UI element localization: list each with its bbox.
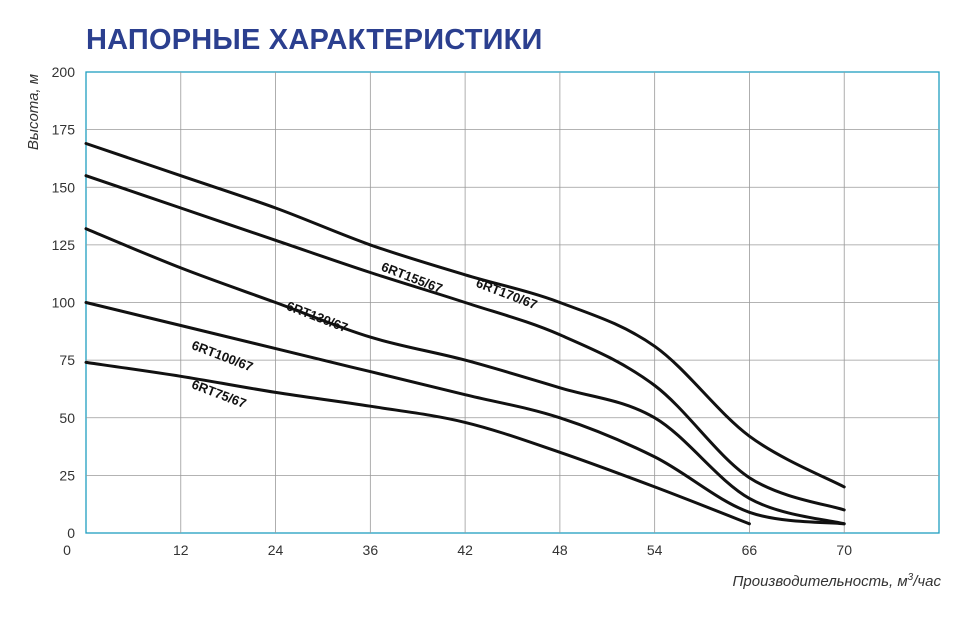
- x-tick-label: 70: [836, 542, 852, 558]
- x-tick-label: 0: [63, 542, 71, 558]
- y-tick-label: 25: [59, 467, 75, 483]
- y-tick-label: 125: [52, 237, 76, 253]
- y-tick-label: 200: [52, 64, 76, 80]
- x-tick-label: 66: [742, 542, 758, 558]
- x-axis-label-sup: 3: [908, 572, 914, 583]
- y-tick-label: 50: [59, 410, 75, 426]
- x-axis-label: Производительность, м3/час: [733, 572, 942, 590]
- x-tick-label: 24: [268, 542, 284, 558]
- gridlines: [86, 72, 939, 533]
- series-line: [84, 227, 846, 526]
- y-tick-label: 75: [59, 352, 75, 368]
- x-axis-label-suffix: /час: [912, 573, 941, 590]
- series-line: [84, 174, 846, 512]
- y-tick-label: 175: [52, 122, 76, 138]
- y-tick-label: 150: [52, 179, 76, 195]
- x-tick-label: 42: [457, 542, 473, 558]
- x-tick-label: 48: [552, 542, 568, 558]
- series-line: [84, 360, 751, 526]
- x-tick-label: 54: [647, 542, 663, 558]
- x-tick-label: 36: [363, 542, 379, 558]
- series-lines: [84, 142, 846, 526]
- y-tick-label: 100: [52, 295, 76, 311]
- x-tick-label: 12: [173, 542, 189, 558]
- y-axis-label: Высота, м: [25, 74, 42, 150]
- x-axis-label-main: Производительность, м: [733, 573, 908, 590]
- series-line: [84, 142, 846, 489]
- chart-title: НАПОРНЫЕ ХАРАКТЕРИСТИКИ: [86, 24, 543, 56]
- x-tick-labels: 0 12 24 36 42 48 54 66 70: [63, 542, 852, 558]
- y-tick-labels: 0 25 50 75 100 125 150 175 200: [52, 64, 76, 541]
- series-line: [84, 301, 846, 526]
- y-tick-label: 0: [67, 525, 75, 541]
